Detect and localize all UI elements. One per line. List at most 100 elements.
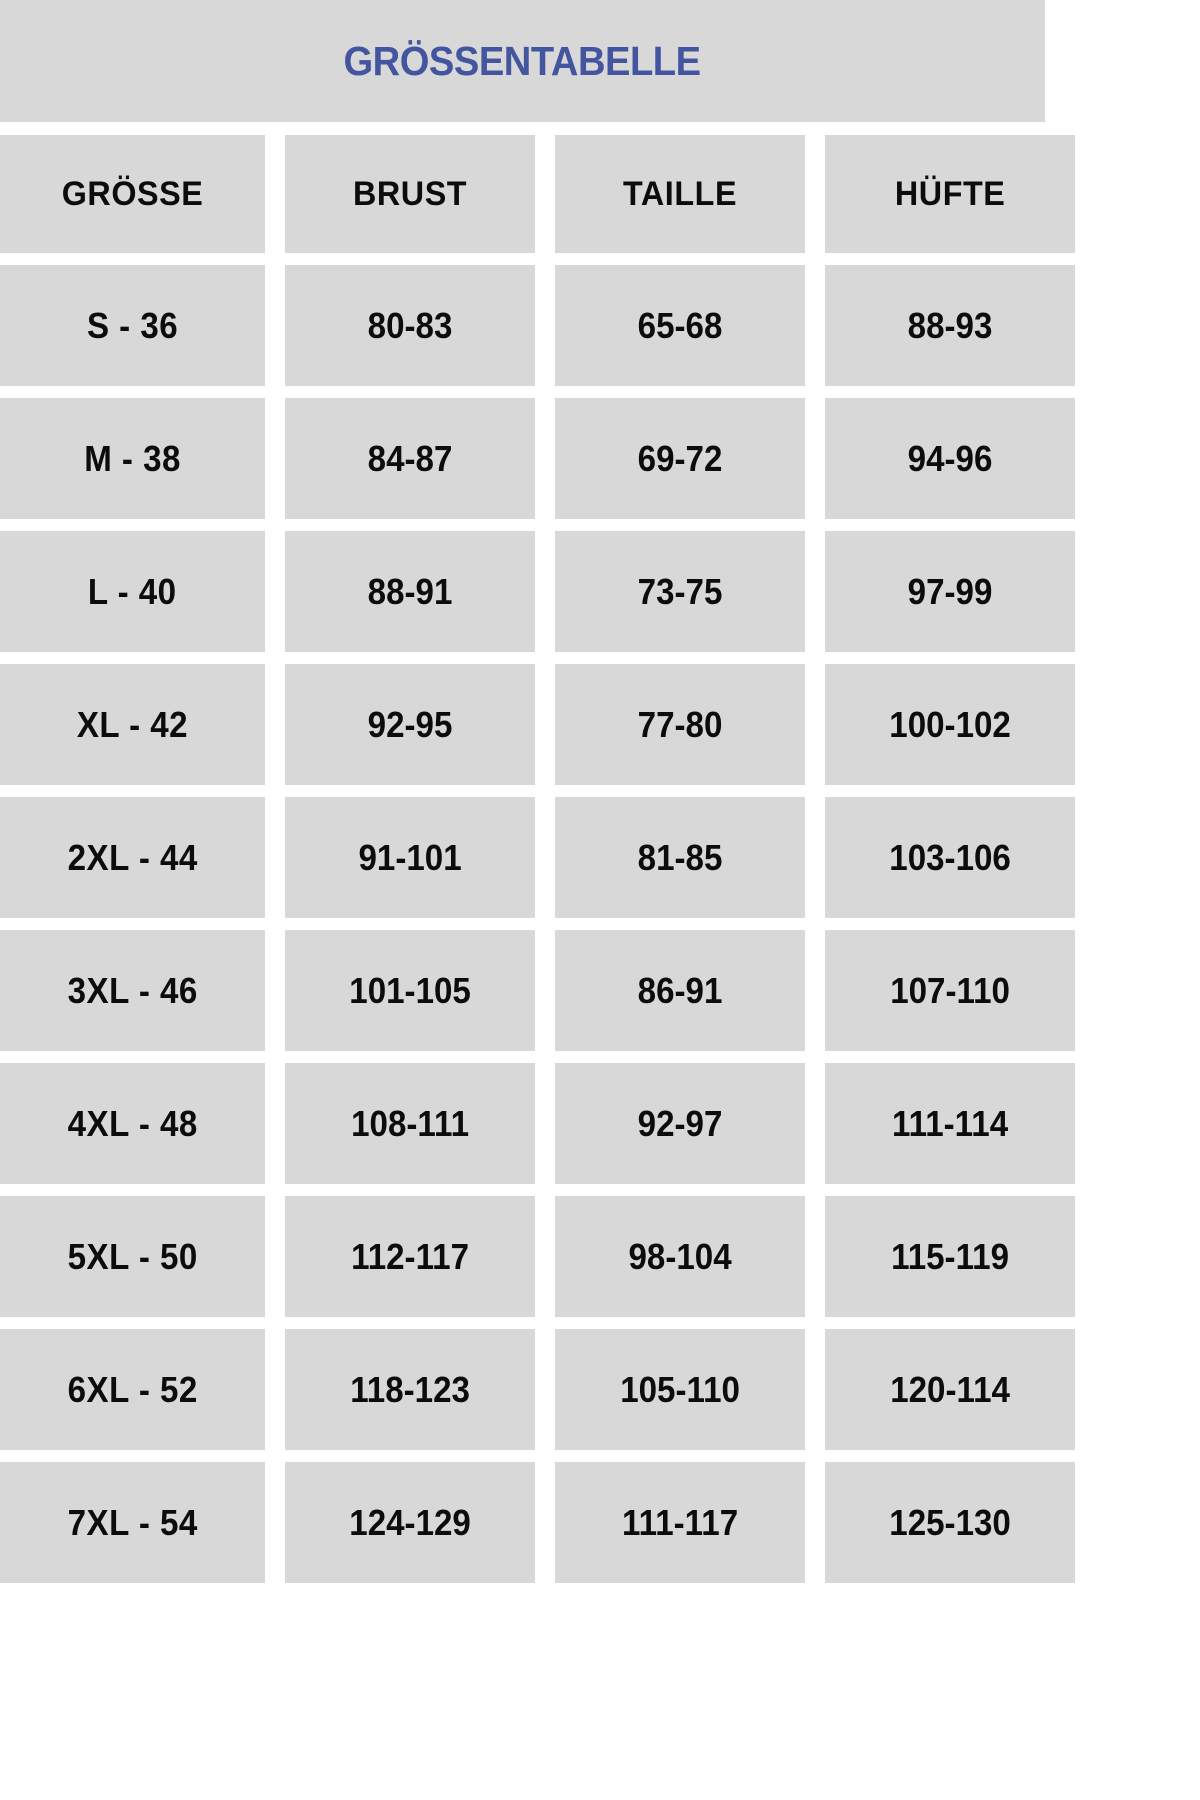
column-header-label: TAILLE [622, 174, 738, 213]
cell-value: 111-114 [891, 1102, 1009, 1144]
cell-value: 81-85 [637, 836, 723, 878]
cell-taille: 65-68 [555, 265, 805, 386]
page-title: GRÖSSENTABELLE [343, 37, 702, 84]
cell-value: 86-91 [637, 969, 723, 1011]
cell-huefte: 111-114 [825, 1063, 1075, 1184]
cell-huefte: 125-130 [825, 1462, 1075, 1583]
column-header-huefte: HÜFTE [825, 135, 1075, 253]
cell-taille: 105-110 [555, 1329, 805, 1450]
cell-brust: 118-123 [285, 1329, 535, 1450]
cell-taille: 111-117 [555, 1462, 805, 1583]
cell-value: 94-96 [907, 437, 993, 479]
column-header-label: BRUST [352, 174, 468, 213]
cell-value: 7XL - 54 [67, 1501, 198, 1543]
size-table: GRÖSSE BRUST TAILLE HÜFTE S - 36 80-83 65-68 88… [0, 122, 1200, 1583]
cell-value: 105-110 [620, 1368, 740, 1410]
cell-size: L - 40 [0, 531, 265, 652]
cell-value: 88-91 [367, 570, 453, 612]
table-row: 4XL - 48 108-111 92-97 111-114 [0, 1063, 1200, 1184]
cell-brust: 84-87 [285, 398, 535, 519]
column-header-label: HÜFTE [894, 174, 1006, 213]
cell-value: 115-119 [891, 1235, 1009, 1277]
table-row: 5XL - 50 112-117 98-104 115-119 [0, 1196, 1200, 1317]
cell-huefte: 100-102 [825, 664, 1075, 785]
table-header-row: GRÖSSE BRUST TAILLE HÜFTE [0, 135, 1200, 253]
cell-huefte: 120-114 [825, 1329, 1075, 1450]
cell-value: 118-123 [350, 1368, 470, 1410]
column-header-label: GRÖSSE [61, 174, 204, 213]
column-header-taille: TAILLE [555, 135, 805, 253]
cell-value: 125-130 [889, 1501, 1011, 1543]
cell-size: 3XL - 46 [0, 930, 265, 1051]
cell-value: 92-97 [637, 1102, 723, 1144]
cell-value: 80-83 [367, 304, 453, 346]
cell-value: 6XL - 52 [67, 1368, 198, 1410]
cell-value: 112-117 [351, 1235, 469, 1277]
cell-taille: 73-75 [555, 531, 805, 652]
cell-value: 120-114 [890, 1368, 1010, 1410]
title-banner: GRÖSSENTABELLE [0, 0, 1045, 122]
cell-value: L - 40 [88, 570, 177, 612]
cell-brust: 108-111 [285, 1063, 535, 1184]
cell-taille: 69-72 [555, 398, 805, 519]
table-row: M - 38 84-87 69-72 94-96 [0, 398, 1200, 519]
cell-value: 124-129 [349, 1501, 471, 1543]
cell-size: 6XL - 52 [0, 1329, 265, 1450]
cell-brust: 80-83 [285, 265, 535, 386]
cell-value: 108-111 [351, 1102, 469, 1144]
cell-size: M - 38 [0, 398, 265, 519]
cell-value: 91-101 [358, 836, 462, 878]
cell-value: 5XL - 50 [67, 1235, 198, 1277]
cell-brust: 88-91 [285, 531, 535, 652]
cell-brust: 92-95 [285, 664, 535, 785]
cell-size: 2XL - 44 [0, 797, 265, 918]
cell-taille: 86-91 [555, 930, 805, 1051]
cell-taille: 77-80 [555, 664, 805, 785]
cell-huefte: 103-106 [825, 797, 1075, 918]
cell-brust: 112-117 [285, 1196, 535, 1317]
cell-size: 5XL - 50 [0, 1196, 265, 1317]
cell-value: 98-104 [628, 1235, 732, 1277]
cell-huefte: 88-93 [825, 265, 1075, 386]
cell-huefte: 97-99 [825, 531, 1075, 652]
cell-value: 77-80 [637, 703, 723, 745]
cell-brust: 91-101 [285, 797, 535, 918]
cell-brust: 101-105 [285, 930, 535, 1051]
cell-value: 88-93 [907, 304, 993, 346]
cell-taille: 98-104 [555, 1196, 805, 1317]
cell-huefte: 107-110 [825, 930, 1075, 1051]
table-row: 6XL - 52 118-123 105-110 120-114 [0, 1329, 1200, 1450]
cell-taille: 92-97 [555, 1063, 805, 1184]
cell-size: 4XL - 48 [0, 1063, 265, 1184]
cell-size: 7XL - 54 [0, 1462, 265, 1583]
cell-huefte: 115-119 [825, 1196, 1075, 1317]
cell-value: 100-102 [889, 703, 1011, 745]
cell-value: 3XL - 46 [67, 969, 198, 1011]
cell-value: 84-87 [367, 437, 453, 479]
cell-huefte: 94-96 [825, 398, 1075, 519]
cell-value: 97-99 [907, 570, 993, 612]
column-header-size: GRÖSSE [0, 135, 265, 253]
cell-value: 101-105 [349, 969, 471, 1011]
size-table-body: GRÖSSE BRUST TAILLE HÜFTE S - 36 80-83 65-68 88… [0, 135, 1200, 1583]
cell-value: 92-95 [367, 703, 453, 745]
table-row: 3XL - 46 101-105 86-91 107-110 [0, 930, 1200, 1051]
cell-value: XL - 42 [76, 703, 189, 745]
cell-value: 69-72 [637, 437, 723, 479]
cell-value: M - 38 [84, 437, 181, 479]
column-header-brust: BRUST [285, 135, 535, 253]
cell-value: 73-75 [637, 570, 723, 612]
cell-taille: 81-85 [555, 797, 805, 918]
table-row: XL - 42 92-95 77-80 100-102 [0, 664, 1200, 785]
table-row: L - 40 88-91 73-75 97-99 [0, 531, 1200, 652]
table-row: 7XL - 54 124-129 111-117 125-130 [0, 1462, 1200, 1583]
cell-value: S - 36 [86, 304, 179, 346]
cell-value: 4XL - 48 [67, 1102, 198, 1144]
cell-size: S - 36 [0, 265, 265, 386]
cell-value: 111-117 [621, 1501, 739, 1543]
cell-brust: 124-129 [285, 1462, 535, 1583]
cell-value: 65-68 [637, 304, 723, 346]
cell-value: 2XL - 44 [67, 836, 198, 878]
cell-value: 103-106 [889, 836, 1011, 878]
